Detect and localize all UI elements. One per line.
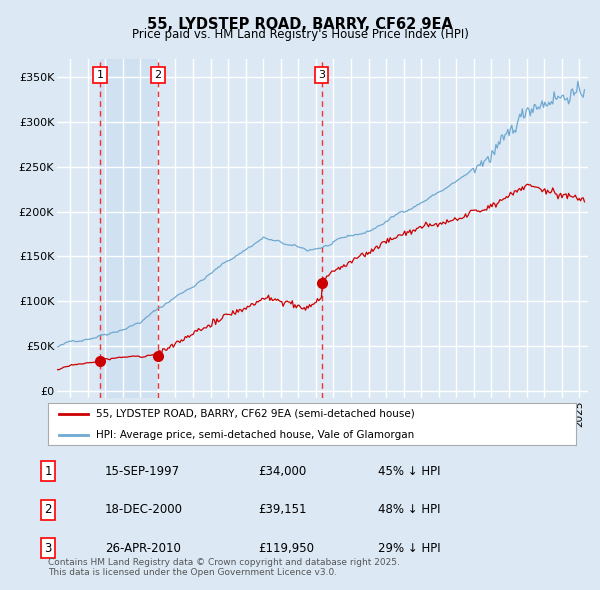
Text: 29% ↓ HPI: 29% ↓ HPI — [378, 542, 440, 555]
Text: HPI: Average price, semi-detached house, Vale of Glamorgan: HPI: Average price, semi-detached house,… — [95, 430, 414, 440]
Text: 1: 1 — [97, 70, 104, 80]
Text: £119,950: £119,950 — [258, 542, 314, 555]
Text: £34,000: £34,000 — [258, 465, 306, 478]
Text: £39,151: £39,151 — [258, 503, 307, 516]
Text: 2: 2 — [154, 70, 161, 80]
Text: 48% ↓ HPI: 48% ↓ HPI — [378, 503, 440, 516]
Text: Price paid vs. HM Land Registry's House Price Index (HPI): Price paid vs. HM Land Registry's House … — [131, 28, 469, 41]
Text: 55, LYDSTEP ROAD, BARRY, CF62 9EA (semi-detached house): 55, LYDSTEP ROAD, BARRY, CF62 9EA (semi-… — [95, 409, 414, 418]
Text: 15-SEP-1997: 15-SEP-1997 — [105, 465, 180, 478]
Text: Contains HM Land Registry data © Crown copyright and database right 2025.
This d: Contains HM Land Registry data © Crown c… — [48, 558, 400, 577]
Bar — [100, 59, 158, 398]
Text: 3: 3 — [318, 70, 325, 80]
Text: 3: 3 — [44, 542, 52, 555]
Text: 18-DEC-2000: 18-DEC-2000 — [105, 503, 183, 516]
Text: 45% ↓ HPI: 45% ↓ HPI — [378, 465, 440, 478]
Text: 55, LYDSTEP ROAD, BARRY, CF62 9EA: 55, LYDSTEP ROAD, BARRY, CF62 9EA — [147, 17, 453, 31]
Text: 26-APR-2010: 26-APR-2010 — [105, 542, 181, 555]
Text: 2: 2 — [44, 503, 52, 516]
Text: 1: 1 — [44, 465, 52, 478]
